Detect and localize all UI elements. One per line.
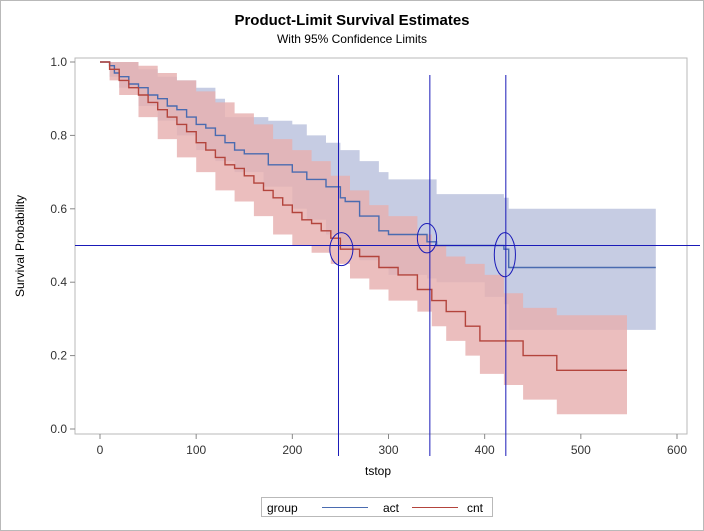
x-tick-label: 0 (97, 443, 104, 457)
legend: group act cnt (261, 497, 493, 517)
y-axis-title: Survival Probability (13, 195, 27, 297)
x-tick-label: 400 (475, 443, 495, 457)
y-tick-label: 1.0 (50, 55, 67, 69)
legend-title: group (267, 501, 298, 515)
legend-swatch-cnt (412, 507, 458, 508)
y-tick-label: 0.6 (50, 202, 67, 216)
chart-title: Product-Limit Survival Estimates (234, 12, 470, 29)
x-tick-label: 500 (571, 443, 591, 457)
x-tick-label: 300 (378, 443, 398, 457)
median-marker-2 (416, 222, 438, 254)
y-tick-label: 0.0 (50, 422, 67, 436)
x-tick-label: 600 (667, 443, 687, 457)
confidence-band-cnt (100, 62, 627, 415)
x-tick-label: 200 (282, 443, 302, 457)
chart-subtitle: With 95% Confidence Limits (276, 32, 428, 46)
median-marker-1 (329, 232, 354, 267)
legend-label-act: act (383, 501, 400, 515)
survival-line-cnt (100, 61, 627, 371)
y-tick-label: 0.8 (50, 128, 67, 142)
y-tick-label: 0.4 (50, 275, 67, 289)
legend-swatch-act (322, 507, 368, 508)
legend-label-cnt: cnt (467, 501, 484, 515)
x-tick-label: 100 (186, 443, 206, 457)
y-tick-label: 0.2 (50, 349, 67, 363)
x-axis-title: tstop (365, 464, 391, 478)
median-marker-3 (493, 232, 516, 278)
